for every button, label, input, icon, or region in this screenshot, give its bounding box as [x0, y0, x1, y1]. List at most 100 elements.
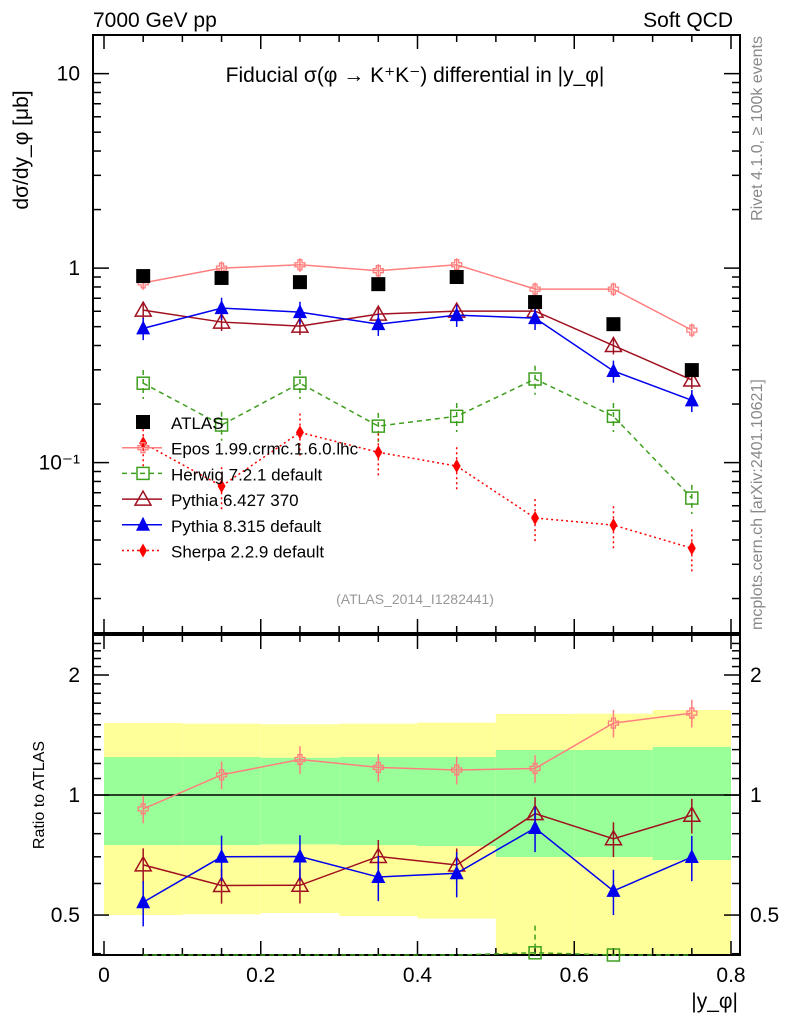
- data-point: [684, 392, 699, 407]
- legend-label: Pythia 6.427 370: [171, 491, 299, 510]
- ratio-point: [372, 761, 384, 774]
- legend-label: Herwig 7.2.1 default: [171, 465, 322, 484]
- atlas-point: [449, 270, 464, 285]
- frames: 0 0.2 0.4 0.6 0.8 10 1 10⁻¹ 2 2 1 1 0.5 0.5: [39, 34, 779, 987]
- data-point: [449, 307, 464, 322]
- y-axis-label: dσ/dy_φ [μb]: [10, 90, 33, 209]
- series-1: [136, 365, 699, 962]
- ratio-point: [686, 707, 698, 719]
- data-point: [372, 265, 384, 277]
- data-point: [685, 491, 699, 505]
- legend: ATLAS Epos 1.99.crmc.1.6.0.lhc Herwig 7.2.…: [122, 414, 359, 562]
- data-point: [687, 541, 696, 556]
- ratio-point: [607, 717, 620, 729]
- x-tick-label: 0.8: [716, 964, 745, 987]
- atlas-point: [292, 275, 307, 290]
- ratio-point: [137, 803, 149, 815]
- x-axis-label: |y_φ|: [691, 990, 738, 1013]
- ratio-point: [529, 762, 541, 775]
- atlas-point: [371, 277, 386, 292]
- legend-label: Pythia 8.315 default: [171, 517, 322, 536]
- ratio-point: [682, 805, 702, 823]
- ratio-point: [604, 829, 623, 846]
- data-point: [609, 518, 618, 533]
- ratio-point: [606, 882, 621, 897]
- data-point: [607, 283, 620, 295]
- data-point: [214, 418, 229, 432]
- ratio-point: [294, 753, 306, 766]
- series-marks: [133, 258, 702, 962]
- y-tick-label: 10: [57, 63, 80, 86]
- data-point: [606, 409, 621, 424]
- series-line: [142, 378, 693, 499]
- series-line: [143, 309, 693, 381]
- ratio-line: [142, 827, 693, 903]
- header-right: Soft QCD: [643, 9, 733, 32]
- ratio-tick-label-right: 0.5: [750, 904, 779, 927]
- main-frame: [92, 34, 741, 634]
- legend-label: Sherpa 2.2.9 default: [171, 543, 324, 562]
- mcplots-label: mcplots.cern.ch [arXiv:2401.10621]: [749, 379, 766, 630]
- data-point: [686, 324, 698, 336]
- data-point: [606, 362, 621, 377]
- legend-marker: [136, 516, 150, 531]
- legend-label: ATLAS: [171, 414, 224, 433]
- ratio-tick-label-right: 2: [750, 664, 762, 687]
- data-point: [136, 320, 151, 335]
- ratio-point: [214, 848, 229, 863]
- data-point: [214, 300, 229, 315]
- ratio-point: [528, 946, 542, 960]
- x-tick-label: 0: [98, 964, 110, 987]
- legend-marker: [136, 466, 150, 481]
- series-3: [136, 297, 699, 927]
- data-point: [293, 376, 307, 390]
- ratio-point: [528, 820, 543, 835]
- y-tick-label: 10⁻¹: [39, 452, 80, 475]
- header-left: 7000 GeV pp: [93, 9, 217, 32]
- ratio-point: [371, 869, 386, 884]
- data-point: [528, 310, 543, 325]
- legend-label: Epos 1.99.crmc.1.6.0.lhc: [171, 440, 359, 459]
- data-point: [217, 479, 226, 494]
- ratio-point: [606, 948, 621, 962]
- ratio-point: [215, 769, 228, 781]
- data-point: [292, 304, 307, 319]
- series-line: [142, 307, 693, 402]
- data-point: [371, 419, 386, 433]
- data-point: [133, 300, 153, 317]
- ratio-point: [136, 894, 151, 909]
- data-point: [371, 316, 386, 331]
- data-point: [528, 372, 542, 386]
- ratio-tick-label: 1: [68, 784, 80, 807]
- y-tick-label: 1: [68, 257, 80, 280]
- chart-title: Fiducial σ(φ → K⁺K⁻) differential in |y_…: [226, 64, 605, 87]
- x-tick-label: 0.4: [403, 964, 433, 987]
- data-point: [290, 316, 310, 333]
- data-point: [682, 370, 702, 387]
- x-tick-label: 0.2: [246, 964, 275, 987]
- rivet-label: Rivet 4.1.0, ≥ 100k events: [749, 36, 766, 221]
- ratio-line: [142, 812, 693, 887]
- ratio-point: [449, 865, 464, 880]
- data-point: [531, 510, 540, 525]
- data-point: [449, 409, 464, 424]
- legend-marker: [133, 489, 153, 506]
- ratio-point: [451, 764, 463, 776]
- legend-marker: [136, 415, 150, 429]
- ratio-tick-label-right: 1: [750, 784, 762, 807]
- series-line: [143, 264, 693, 331]
- data-point: [451, 259, 463, 271]
- ratio-point: [133, 855, 153, 872]
- ratio-point: [212, 875, 231, 893]
- ratio-point: [290, 875, 310, 893]
- atlas-point: [214, 270, 229, 285]
- ratio-point: [684, 849, 699, 864]
- data-point: [294, 259, 306, 271]
- atlas-data: [136, 269, 699, 378]
- ratio-line: [143, 952, 692, 956]
- atlas-point: [136, 269, 151, 284]
- ratio-line: [142, 712, 692, 810]
- atlas-point: [684, 363, 699, 378]
- data-point: [604, 336, 623, 353]
